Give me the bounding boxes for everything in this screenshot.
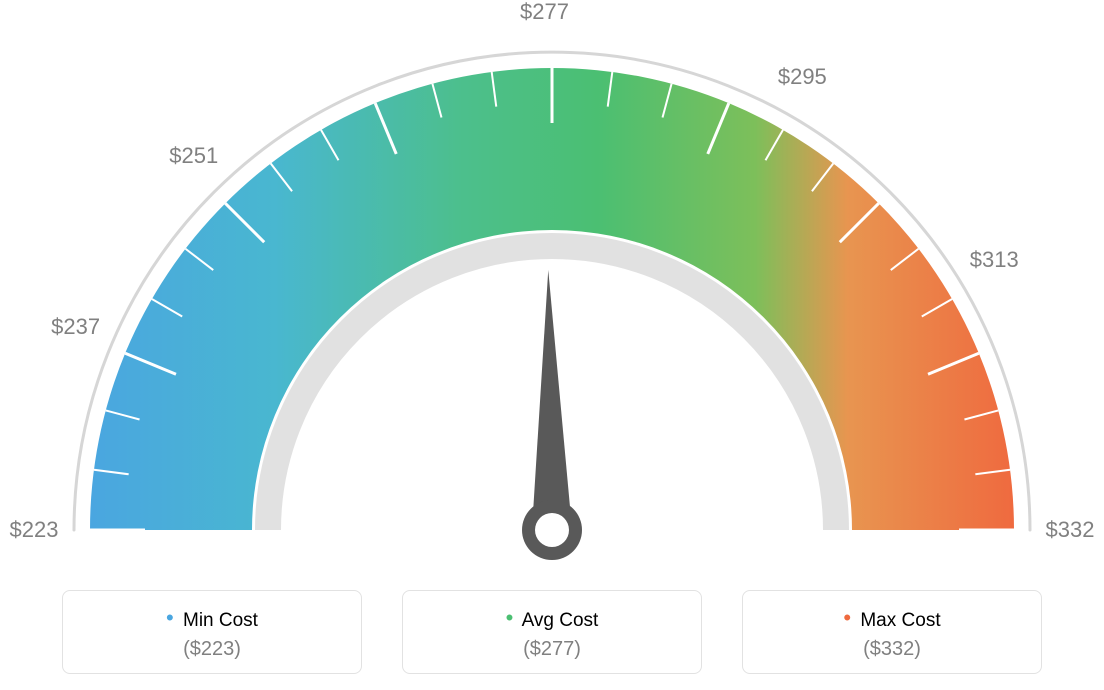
legend-row: • Min Cost ($223) • Avg Cost ($277) • Ma…	[62, 590, 1042, 674]
legend-card-min: • Min Cost ($223)	[62, 590, 362, 674]
legend-value-max: ($332)	[743, 638, 1041, 661]
legend-card-avg: • Avg Cost ($277)	[402, 590, 702, 674]
legend-label-min: Min Cost	[183, 610, 258, 631]
legend-title-max: • Max Cost	[743, 605, 1041, 632]
dot-icon: •	[166, 605, 174, 630]
gauge-tick-label: $237	[51, 314, 100, 340]
gauge-tick-label: $332	[1046, 517, 1095, 543]
gauge-tick-label: $313	[970, 247, 1019, 273]
gauge-chart-container: $223 $237 $251 $277 $295 $313 $332 • Min Cost …	[0, 0, 1104, 690]
legend-value-avg: ($277)	[403, 638, 701, 661]
gauge-tick-label: $277	[520, 0, 569, 25]
gauge-tick-label: $251	[169, 143, 218, 169]
gauge-svg	[0, 0, 1104, 560]
gauge-area: $223 $237 $251 $277 $295 $313 $332	[0, 0, 1104, 560]
legend-card-max: • Max Cost ($332)	[742, 590, 1042, 674]
dot-icon: •	[843, 605, 851, 630]
legend-title-min: • Min Cost	[63, 605, 361, 632]
gauge-tick-label: $295	[778, 64, 827, 90]
legend-title-avg: • Avg Cost	[403, 605, 701, 632]
legend-label-avg: Avg Cost	[522, 610, 599, 631]
gauge-tick-label: $223	[10, 517, 59, 543]
legend-label-max: Max Cost	[860, 610, 940, 631]
dot-icon: •	[506, 605, 514, 630]
legend-value-min: ($223)	[63, 638, 361, 661]
